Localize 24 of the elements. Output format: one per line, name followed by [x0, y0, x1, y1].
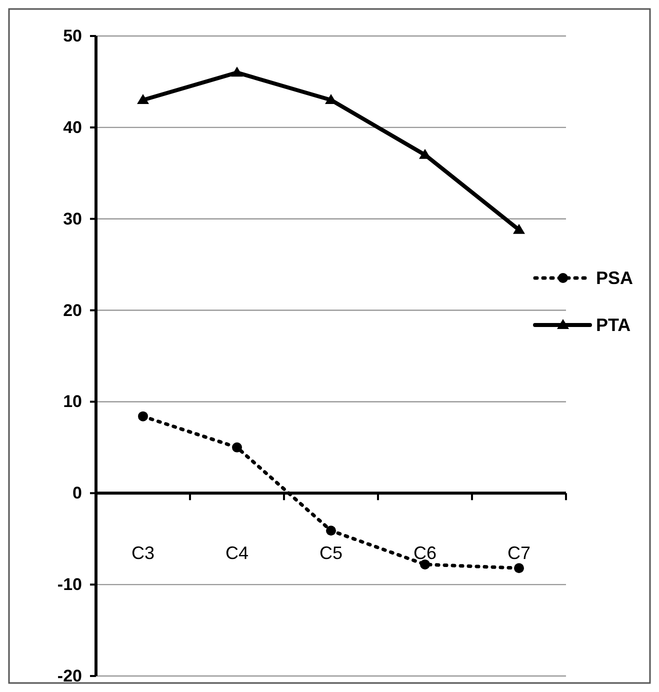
y-tick-label: -20 [57, 666, 82, 686]
x-tick-label: C6 [413, 543, 437, 564]
y-tick-label: 50 [63, 26, 82, 46]
point [419, 148, 431, 159]
y-tick-label: 30 [63, 209, 82, 228]
point [232, 442, 242, 452]
y-tick-label: -10 [57, 575, 82, 594]
legend-label: PSA [596, 268, 634, 288]
point [138, 411, 148, 422]
x-tick-label: C3 [131, 543, 155, 564]
point [231, 66, 243, 77]
point [326, 526, 336, 536]
point [513, 224, 525, 234]
y-tick-label: 0 [72, 484, 82, 503]
point [514, 563, 524, 574]
x-tick-label: C5 [319, 543, 343, 564]
legend-label: PTA [596, 315, 631, 335]
y-tick-label: 20 [63, 300, 82, 320]
x-tick-label: C7 [507, 543, 531, 564]
y-tick-label: 40 [63, 118, 82, 137]
x-tick-label: C4 [225, 543, 249, 564]
point [420, 559, 430, 570]
point [137, 94, 149, 104]
y-tick-label: 10 [63, 392, 82, 412]
